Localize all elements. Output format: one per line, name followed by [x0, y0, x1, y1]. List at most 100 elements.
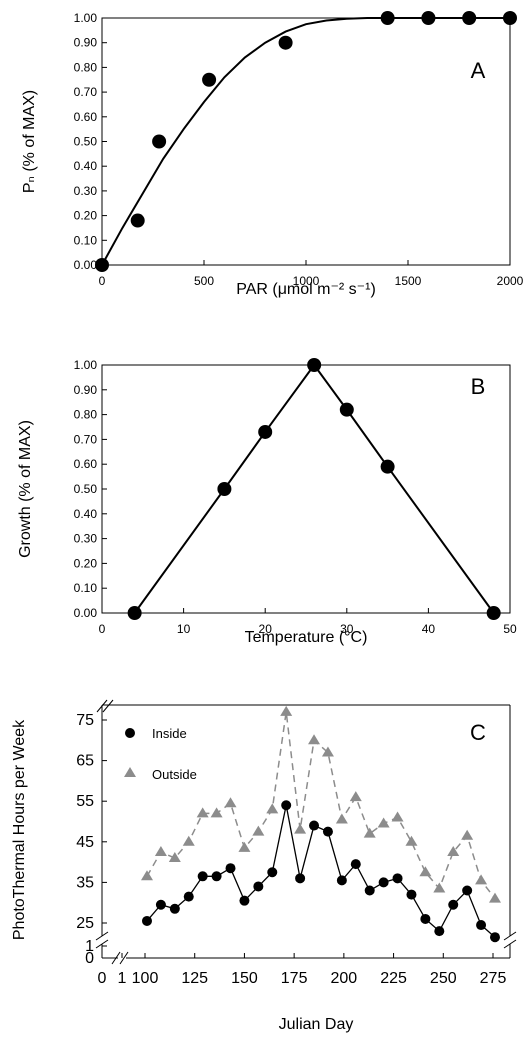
outside-data-point [154, 845, 167, 856]
x-tick-label: 200 [331, 970, 358, 987]
outside-data-point [433, 882, 446, 893]
y-tick-label: 0.30 [74, 532, 98, 546]
inside-data-point [141, 915, 152, 926]
outside-data-point [308, 734, 321, 745]
inside-data-point [462, 885, 473, 896]
x-tick-label: 0 [98, 970, 107, 987]
inside-series-line [146, 805, 496, 938]
outside-data-point [294, 823, 307, 834]
data-point [95, 258, 109, 272]
outside-data-point [280, 705, 293, 716]
outside-data-point [252, 825, 265, 836]
x-tick-label: 250 [430, 970, 457, 987]
legend-outside-label: Outside [152, 767, 197, 782]
y-tick-label: 0.20 [74, 209, 98, 223]
data-point [127, 606, 142, 620]
x-tick-label: 275 [480, 970, 507, 987]
y-axis-break-mark [95, 939, 109, 949]
inside-data-point [309, 820, 320, 831]
y-tick-label: 25 [76, 915, 94, 932]
outside-data-point [210, 807, 223, 818]
y-tick-label: 45 [76, 834, 94, 851]
inside-data-point [476, 920, 487, 931]
outside-data-point [363, 827, 376, 838]
y-axis-break-mark [102, 699, 114, 713]
panel-b: 0.00 0.10 0.20 0.30 0.40 0.50 0.60 0.70 0.80 0.90… [17, 358, 517, 646]
legend-outside-marker [124, 767, 136, 777]
outside-data-point [461, 829, 474, 840]
y-axis-label: PhotoThermal Hours per Week [11, 719, 28, 940]
x-tick-label: 30 [340, 622, 354, 636]
y-axis-break-mark [503, 939, 517, 949]
inside-data-point [378, 877, 389, 888]
inside-data-point [197, 871, 208, 882]
data-point [380, 459, 395, 474]
panel-label: C [470, 720, 486, 745]
inside-data-point [267, 867, 278, 878]
inside-data-point [225, 863, 236, 874]
data-point [503, 11, 517, 25]
series-line [133, 363, 495, 614]
y-tick-label: 0.40 [74, 507, 98, 521]
panel-label: A [471, 58, 486, 83]
x-tick-label: 0 [99, 274, 106, 288]
x-tick-label: 125 [181, 970, 208, 987]
plot-frame [101, 364, 511, 614]
y-tick-label: 0.20 [74, 556, 98, 570]
outside-data-point [168, 852, 181, 863]
inside-data-point [336, 875, 347, 886]
inside-data-point [364, 885, 375, 896]
y-tick-label: 0.40 [74, 159, 98, 173]
data-point [380, 11, 395, 25]
inside-data-point [406, 889, 417, 900]
outside-data-point [447, 845, 460, 856]
y-tick-label: 55 [76, 793, 94, 810]
y-tick-label: 0.50 [74, 135, 98, 149]
x-axis-label: Temperature (°C) [245, 629, 368, 646]
outside-data-point [238, 841, 251, 852]
x-axis-break-mark [111, 951, 121, 965]
x-tick-label: 10 [177, 622, 191, 636]
inside-data-point [155, 899, 166, 910]
inside-data-point [239, 895, 250, 906]
outside-data-point [391, 811, 404, 822]
outside-data-point [349, 791, 362, 802]
outside-data-point [321, 746, 334, 757]
y-tick-label: 1 [85, 938, 94, 955]
legend-inside-label: Inside [152, 726, 187, 741]
outside-data-point [405, 835, 418, 846]
outside-data-point [266, 803, 279, 814]
y-tick-label: 0.10 [74, 233, 98, 247]
inside-data-point [448, 899, 459, 910]
y-tick-label: 0.90 [74, 36, 98, 50]
x-axis-label: Julian Day [279, 1016, 354, 1033]
inside-data-point [183, 891, 194, 902]
y-tick-label: 0 [85, 950, 94, 967]
x-tick-label: 50 [503, 622, 517, 636]
x-tick-label: 0 [99, 622, 106, 636]
y-tick-label: 0.80 [74, 60, 98, 74]
data-point [486, 606, 501, 620]
inside-data-point [350, 859, 361, 870]
inside-data-point [420, 913, 431, 924]
outside-data-point [196, 807, 209, 818]
x-tick-label: 175 [281, 970, 308, 987]
panel-label: B [471, 374, 486, 399]
y-axis-label: Pₙ (% of MAX) [21, 90, 38, 193]
outside-data-point [224, 797, 237, 808]
outside-data-point [182, 835, 195, 846]
x-tick-label: 2000 [497, 274, 524, 288]
x-tick-label: 20 [259, 622, 273, 636]
outside-data-point [377, 817, 390, 828]
y-tick-label: 1.00 [74, 11, 98, 25]
x-axis-label: PAR (μmol m⁻² s⁻¹) [236, 281, 376, 298]
data-point [130, 213, 145, 228]
data-point [307, 358, 322, 372]
legend-inside-marker [125, 728, 135, 738]
x-tick-label: 1000 [293, 274, 320, 288]
panel-a: 0.00 0.10 0.20 0.30 0.40 0.50 0.60 0.70 0.80 0.90… [21, 11, 524, 298]
y-tick-label: 0.80 [74, 408, 98, 422]
y-tick-label: 75 [76, 712, 94, 729]
y-tick-label: 65 [76, 753, 94, 770]
